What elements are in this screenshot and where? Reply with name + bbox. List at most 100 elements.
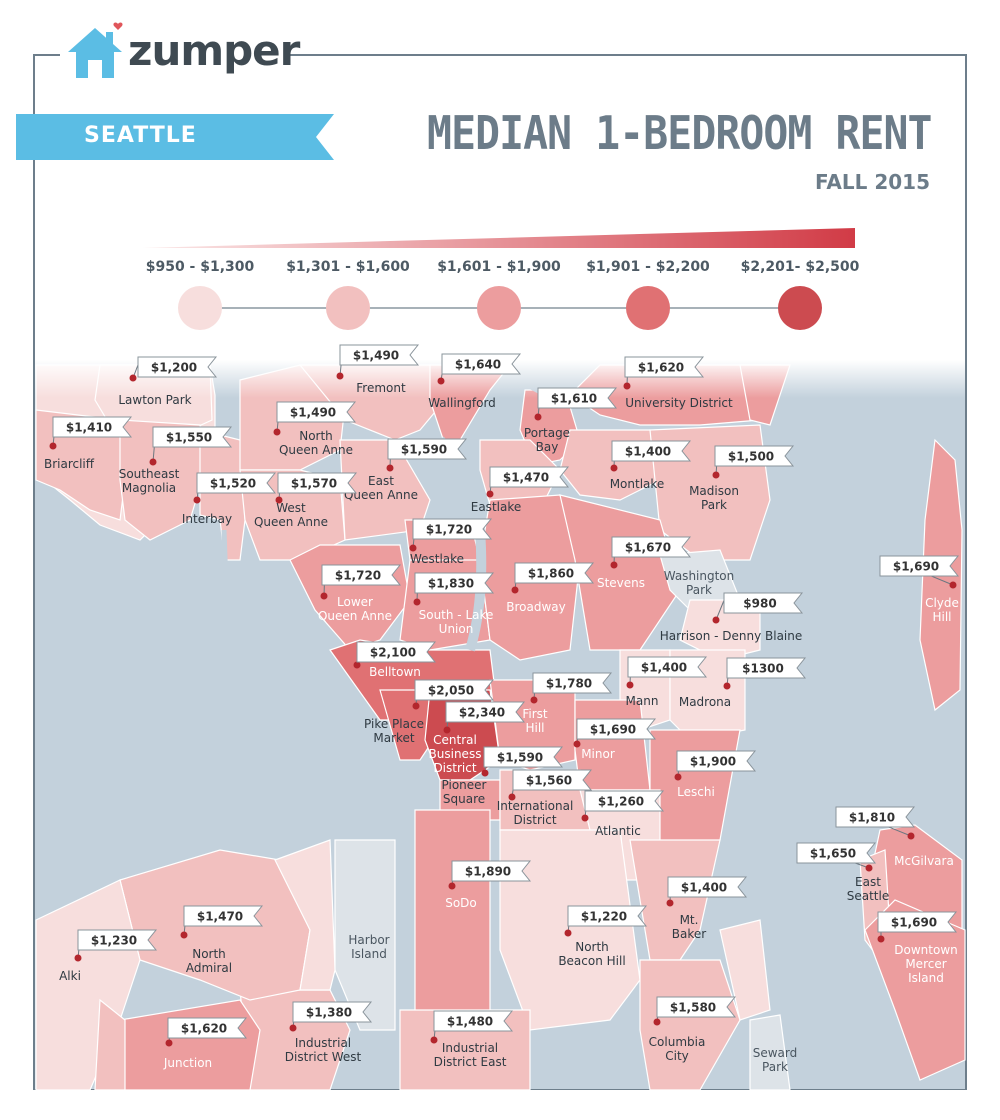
neighborhood-label-columbia-city: Columbia City [649,1035,706,1063]
legend-dot-2 [326,286,370,330]
price-label-montlake: $1,400 [625,445,671,459]
price-label-downtown-mercer-island: $1,690 [891,916,937,930]
seattle-rent-map: Lawton Park Fremont Wallingford University … [35,344,966,1090]
price-label-briarcliff: $1,410 [66,421,112,435]
neighborhood-label-pioneer-square: Pioneer Square [442,778,487,806]
price-flag-sodo [451,860,532,882]
price-flag-westlake [412,518,493,540]
neighborhood-label-downtown-mercer-island: Downtown Mercer Island [894,943,957,985]
price-label-westlake: $1,720 [426,523,472,537]
price-label-first-hill: $1,780 [546,677,592,691]
region-west-seattle-fill [94,998,126,1090]
neighborhood-label-lawton-park: Lawton Park [118,393,191,407]
pin-portage-bay [534,413,542,421]
price-label-north-beacon-hill: $1,220 [581,910,627,924]
price-label-eastlake: $1,470 [503,471,549,485]
price-label-junction: $1,620 [181,1022,227,1036]
neighborhood-label-harrison-denny-blaine: Harrison - Denny Blaine [660,629,803,643]
price-label-clyde-hill: $1,690 [893,560,939,574]
legend-dot-5 [778,286,822,330]
legend-label-4: $1,901 - $2,200 [586,259,710,275]
pin-university-district [623,382,631,390]
price-label-madrona: $1300 [742,662,784,676]
price-label-interbay: $1,520 [210,477,256,491]
legend-label-2: $1,301 - $1,600 [286,259,410,275]
pin-madrona [723,682,731,690]
price-label-north-admiral: $1,470 [197,910,243,924]
price-label-east-queen-anne: $1,590 [401,443,447,457]
pin-east-queen-anne [386,464,394,472]
neighborhood-label-north-admiral: North Admiral [186,947,232,975]
pin-international-district [508,793,516,801]
price-label-broadway: $1,860 [528,567,574,581]
price-label-industrial-district-east: $1,480 [447,1015,493,1029]
price-flag-fremont [339,344,420,366]
price-flag-southeast-magnolia [152,426,233,448]
neighborhood-label-sodo: SoDo [445,896,477,910]
price-label-sodo: $1,890 [465,865,511,879]
price-label-industrial-district-west: $1,380 [306,1006,352,1020]
pin-westlake [409,544,417,552]
pin-north-beacon-hill [564,929,572,937]
legend-dot-3 [477,286,521,330]
city-ribbon [16,114,334,160]
price-flag-harrison-denny-blaine [723,592,804,614]
pin-belltown [353,661,361,669]
neighborhood-label-clyde-hill: Clyde Hill [925,596,959,624]
region-sodo [414,809,491,1031]
neighborhood-label-first-hill: First Hill [522,707,548,735]
pin-north-admiral [180,931,188,939]
price-label-leschi: $1,900 [690,755,736,769]
price-flag-lower-queen-anne [321,564,402,586]
neighborhood-label-briarcliff: Briarcliff [44,457,95,471]
pin-lawton-park [129,374,137,382]
price-label-international-district: $1,560 [526,774,572,788]
legend-dot-1 [178,286,222,330]
neighborhood-label-university-district: University District [625,396,733,410]
pin-alki [74,954,82,962]
neighborhood-label-westlake: Westlake [410,552,464,566]
price-flag-lawton-park [137,356,218,378]
pin-pike-place-market [412,702,420,710]
neighborhood-label-alki: Alki [59,969,81,983]
brand-name: zumper [128,26,300,75]
price-label-harrison-denny-blaine: $980 [743,597,776,611]
pin-montlake [610,464,618,472]
pin-leschi [674,773,682,781]
price-flag-mann [627,656,708,678]
price-flag-first-hill [532,672,613,694]
pin-southeast-magnolia [149,458,157,466]
price-label-lawton-park: $1,200 [151,361,197,375]
price-label-madison-park: $1,500 [728,450,774,464]
neighborhood-label-lower-queen-anne: Lower Queen Anne [318,595,392,623]
park-label-seward-park: Seward Park [753,1046,798,1074]
pin-atlantic [581,814,589,822]
price-label-university-district: $1,620 [638,361,684,375]
neighborhood-label-interbay: Interbay [182,512,232,526]
pin-eastlake [486,490,494,498]
price-label-central-business-district: $2,340 [459,706,505,720]
pin-north-queen-anne [273,428,281,436]
price-flag-north-beacon-hill [567,905,648,927]
price-flag-central-business-district [445,701,526,723]
pin-fremont [336,372,344,380]
price-flag-north-queen-anne [276,401,357,423]
price-flag-pike-place-market [414,679,495,701]
price-flag-university-district [624,356,705,378]
region-harbor-island [334,839,396,1031]
neighborhood-label-junction: Junction [163,1056,212,1070]
neighborhood-label-broadway: Broadway [506,600,565,614]
price-flag-interbay [196,472,277,494]
page-title: MEDIAN 1-BEDROOM RENT [427,106,932,160]
legend-label-5: $2,201- $2,500 [740,259,860,275]
house-icon [68,22,123,78]
price-flag-stevens [611,536,692,558]
pin-junction [165,1039,173,1047]
city-label: SEATTLE [84,123,197,148]
legend [142,228,855,330]
pin-industrial-district-west [289,1024,297,1032]
legend-label-1: $950 - $1,300 [145,259,255,275]
neighborhood-label-west-queen-anne: West Queen Anne [254,501,328,529]
price-flag-minor [576,718,657,740]
price-flag-junction [167,1017,248,1039]
